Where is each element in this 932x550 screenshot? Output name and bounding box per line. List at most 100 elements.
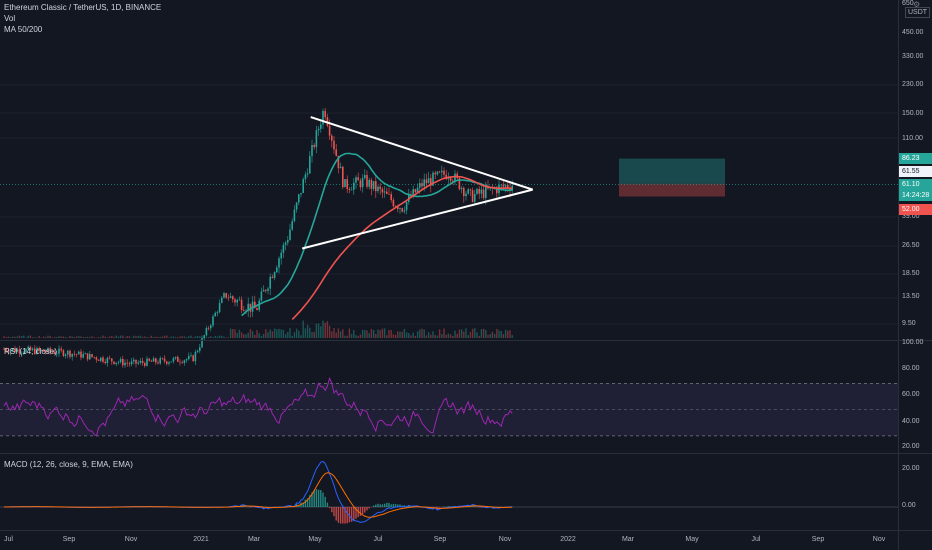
macd-legend[interactable]: MACD (12, 26, close, 9, EMA, EMA) xyxy=(4,460,133,469)
volume-bar xyxy=(331,331,333,338)
volume-bar xyxy=(478,335,480,338)
candle-body xyxy=(386,191,388,194)
price-tick: 650 xyxy=(902,0,914,7)
candle-body xyxy=(223,293,225,298)
macd-histogram-bar xyxy=(355,507,357,519)
volume-bar xyxy=(141,336,144,338)
candle-body xyxy=(309,156,311,174)
candle-body xyxy=(141,360,144,364)
candle-body xyxy=(34,348,36,354)
volume-bar xyxy=(34,337,36,338)
volume-bar xyxy=(416,331,419,338)
candle-body xyxy=(7,351,10,353)
volume-bar xyxy=(392,334,395,338)
symbol-legend[interactable]: Ethereum Classic / TetherUS, 1D, BINANCE xyxy=(4,3,162,12)
volume-bar xyxy=(229,328,232,338)
volume-bar xyxy=(135,336,137,338)
candle-body xyxy=(243,309,245,311)
macd-histogram-bar xyxy=(309,495,311,507)
volume-bar xyxy=(16,336,18,338)
volume-bar xyxy=(205,337,208,338)
candle-body xyxy=(315,130,318,147)
volume-bar xyxy=(124,337,126,338)
candle-body xyxy=(458,177,461,190)
candle-body xyxy=(172,358,175,362)
volume-bar xyxy=(445,334,447,338)
candle-body xyxy=(163,358,166,362)
volume-bar xyxy=(179,336,181,338)
candle-body xyxy=(390,194,392,201)
candle-body xyxy=(73,353,76,355)
macd-histogram-bar xyxy=(315,489,318,507)
volume-bar xyxy=(276,329,278,338)
candle-body xyxy=(97,359,100,361)
candle-body xyxy=(377,186,379,192)
volume-bar xyxy=(463,331,465,338)
pane-separator[interactable] xyxy=(0,453,932,454)
volume-legend[interactable]: Vol xyxy=(4,14,16,23)
candle-body xyxy=(225,293,227,298)
candle-body xyxy=(445,174,447,180)
ma-200-line xyxy=(291,175,513,321)
candle-body xyxy=(188,355,190,360)
volume-bar xyxy=(40,337,43,338)
volume-bar xyxy=(245,334,247,338)
candle-body xyxy=(3,349,5,350)
volume-bar xyxy=(51,337,54,338)
currency-badge[interactable]: USDT xyxy=(905,7,931,18)
candle-body xyxy=(504,185,507,187)
macd-histogram-bar xyxy=(379,504,381,507)
macd-histogram-bar xyxy=(326,502,329,507)
candle-body xyxy=(106,357,109,364)
candle-body xyxy=(359,180,362,188)
candle-body xyxy=(399,208,401,209)
volume-bar xyxy=(324,322,326,338)
price-scale[interactable] xyxy=(898,0,932,550)
pane-separator[interactable] xyxy=(0,340,932,341)
volume-bar xyxy=(284,334,287,338)
volume-bar xyxy=(45,336,47,338)
last-price-tag: 61.10 xyxy=(899,179,932,190)
target-zone xyxy=(619,158,725,184)
settings-icon[interactable]: ⚙ xyxy=(913,0,921,9)
candle-body xyxy=(465,193,467,197)
rsi-tick: 100.00 xyxy=(902,339,924,346)
candle-body xyxy=(339,166,342,169)
ma-legend[interactable]: MA 50/200 xyxy=(4,25,43,34)
macd-histogram-bar xyxy=(342,507,344,524)
candle-body xyxy=(364,174,366,179)
volume-bar xyxy=(496,328,498,338)
candle-body xyxy=(361,178,364,188)
volume-bar xyxy=(62,336,65,338)
volume-bar xyxy=(137,336,139,338)
volume-bar xyxy=(73,337,76,338)
volume-bar xyxy=(247,332,249,338)
candle-body xyxy=(124,362,126,366)
candle-body xyxy=(214,312,216,317)
candle-body xyxy=(249,303,252,312)
volume-bar xyxy=(117,336,120,338)
volume-bar xyxy=(102,335,104,338)
volume-bar xyxy=(210,336,212,338)
macd-histogram-bar xyxy=(377,503,379,507)
volume-bar xyxy=(84,337,87,338)
candle-body xyxy=(49,348,51,352)
volume-bar xyxy=(346,335,348,338)
candle-body xyxy=(353,182,355,190)
candle-body xyxy=(128,363,131,365)
candle-body xyxy=(335,149,337,156)
volume-bar xyxy=(254,334,256,338)
volume-bar xyxy=(454,330,456,338)
volume-bar xyxy=(425,335,428,338)
volume-bar xyxy=(91,336,93,338)
macd-histogram-bar xyxy=(320,490,322,507)
volume-bar xyxy=(507,330,509,338)
volume-bar xyxy=(174,337,177,338)
volume-bar xyxy=(104,336,106,338)
time-label: May xyxy=(685,536,699,543)
rsi-legend[interactable]: RSI (14, close) xyxy=(4,347,57,356)
candle-body xyxy=(262,289,265,292)
volume-bar xyxy=(144,336,146,338)
volume-bar xyxy=(265,329,267,338)
